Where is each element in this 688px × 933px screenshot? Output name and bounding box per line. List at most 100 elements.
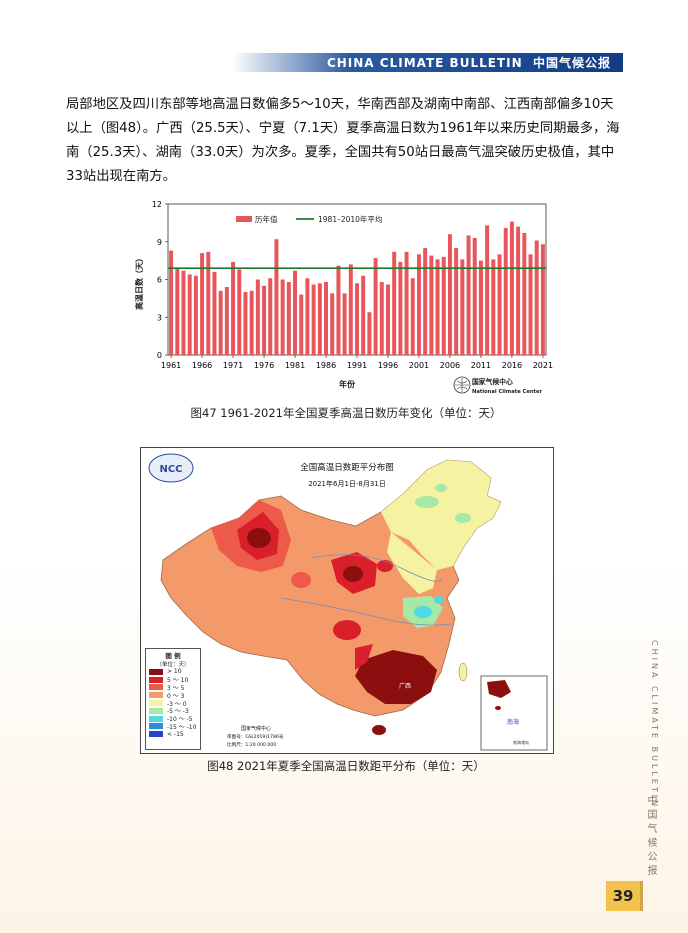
legend-label-avg: 1981–2010年平均	[318, 214, 382, 224]
side-text-en: CHINA CLIMATE BULLETIN	[650, 640, 659, 810]
legend-item: -10 ～ -5	[146, 715, 200, 723]
bar-2016	[509, 221, 514, 355]
bar-2004	[435, 259, 440, 355]
bar-1981	[293, 270, 298, 355]
bar-2003	[429, 255, 434, 355]
map-footer-org: 国家气候中心	[241, 725, 271, 732]
page-number: 39	[606, 881, 640, 911]
y-tick-label: 0	[157, 351, 162, 360]
legend-item: < -15	[146, 730, 200, 738]
bar-1976	[262, 285, 267, 355]
ncc-logo-text: NCC	[159, 464, 182, 475]
bar-1963	[181, 270, 186, 355]
inset-note: 南海诸岛	[513, 739, 529, 745]
header-title: CHINA CLIMATE BULLETIN 中国气候公报	[327, 54, 611, 71]
legend-label-bars: 历年值	[255, 214, 278, 224]
label-guangxi: 广西	[399, 682, 411, 690]
bar-1972	[237, 269, 242, 355]
legend-swatch	[149, 668, 163, 675]
bar-1978	[274, 239, 279, 355]
header-title-en: CHINA CLIMATE BULLETIN	[326, 56, 523, 70]
x-tick-label: 1996	[378, 361, 398, 370]
taiwan-island	[458, 662, 468, 682]
bar-1980	[286, 282, 291, 355]
x-tick-label: 1991	[347, 361, 367, 370]
bar-1986	[324, 282, 328, 355]
bar-1974	[249, 290, 254, 355]
x-tick-label: 1986	[316, 361, 336, 370]
bar-1973	[243, 292, 248, 355]
ncc-logo-icon	[148, 453, 194, 483]
bar-2002	[423, 248, 428, 355]
bar-2015	[503, 227, 508, 355]
x-tick-label: 2001	[409, 361, 429, 370]
legend-label: 3 ～ 5	[167, 685, 185, 692]
figure48-map: 广西 南海 南海诸岛 NCC 全国高温日数距平分布图 2021年6月1日-8月3…	[140, 447, 554, 754]
bar-2019	[528, 254, 533, 355]
y-tick-label: 12	[152, 200, 162, 209]
bar-2020	[534, 240, 539, 355]
bar-2010	[472, 237, 477, 355]
bar-1988	[336, 265, 341, 355]
bar-2017	[516, 226, 521, 355]
legend-swatch	[149, 676, 163, 683]
x-tick-label: 2011	[471, 361, 491, 370]
legend-swatch	[149, 731, 163, 738]
logo-en: National Climate Center	[472, 389, 543, 395]
logo-cn: 国家气候中心	[472, 377, 513, 386]
bar-1987	[330, 293, 335, 355]
bar-1989	[342, 293, 347, 355]
northeast-region	[381, 460, 501, 570]
y-tick-label: 9	[157, 238, 162, 247]
bar-series	[169, 221, 545, 356]
y-tick-label: 3	[157, 313, 162, 322]
legend-item: -5 ～ -3	[146, 707, 200, 715]
x-tick-label: 1966	[192, 361, 212, 370]
bar-2013	[491, 259, 496, 355]
side-text-cn: 中国气候公报	[645, 795, 656, 879]
legend-label: -5 ～ -3	[167, 708, 189, 716]
legend-label: < -15	[167, 730, 184, 738]
x-tick-label: 1976	[254, 361, 274, 370]
bar-2007	[454, 248, 459, 355]
bar-1971	[231, 261, 236, 355]
bar-2021	[540, 244, 545, 355]
bar-1961	[169, 250, 174, 355]
bar-1969	[218, 290, 223, 355]
legend-unit: （单位：天）	[156, 662, 190, 668]
legend-label: 0 ～ 3	[167, 692, 185, 700]
bar-1992	[361, 275, 366, 355]
body-paragraph: 局部地区及四川东部等地高温日数偏多5～10天，华南西部及湖南中南部、江西南部偏多…	[66, 97, 620, 184]
bar-2006	[447, 234, 452, 355]
bar-1979	[280, 279, 285, 355]
legend-item: -15 ～ -10	[146, 723, 200, 731]
x-tick-label: 1971	[223, 361, 243, 370]
map-svg: 广西 南海 南海诸岛 NCC 全国高温日数距平分布图 2021年6月1日-8月3…	[148, 453, 548, 751]
map-footer-num: 审图号：GS(2019)1786号	[227, 733, 284, 740]
legend-swatch-bars	[236, 216, 252, 222]
map-subtitle: 2021年6月1日-8月31日	[308, 479, 386, 488]
legend-item: 5 ～ 10	[146, 676, 200, 684]
y-tick-label: 6	[157, 276, 162, 285]
legend-label: > 10	[167, 668, 182, 676]
legend-item: -3 ～ 0	[146, 699, 200, 708]
bar-1983	[305, 278, 310, 355]
bar-1996	[386, 284, 390, 355]
bar-1993	[367, 312, 372, 355]
legend-label: -3 ～ 0	[167, 700, 187, 708]
x-tick-label: 2016	[502, 361, 522, 370]
legend-swatch	[149, 723, 163, 730]
x-tick-label: 1961	[161, 361, 181, 370]
y-axis-label: 高温日数（天）	[134, 254, 144, 310]
map-title: 全国高温日数距平分布图	[300, 462, 394, 473]
bar-1977	[268, 278, 273, 355]
legend-label: -10 ～ -5	[167, 716, 193, 724]
x-axis-ticks: 1961 1966 1971 1976 1981 1986 1991 1996 2001 2006…	[161, 355, 553, 370]
legend-item: 3 ～ 5	[146, 684, 200, 692]
bar-1999	[404, 251, 409, 355]
bar-1982	[299, 294, 304, 355]
x-tick-label: 2021	[533, 361, 553, 370]
bar-1998	[398, 261, 403, 355]
